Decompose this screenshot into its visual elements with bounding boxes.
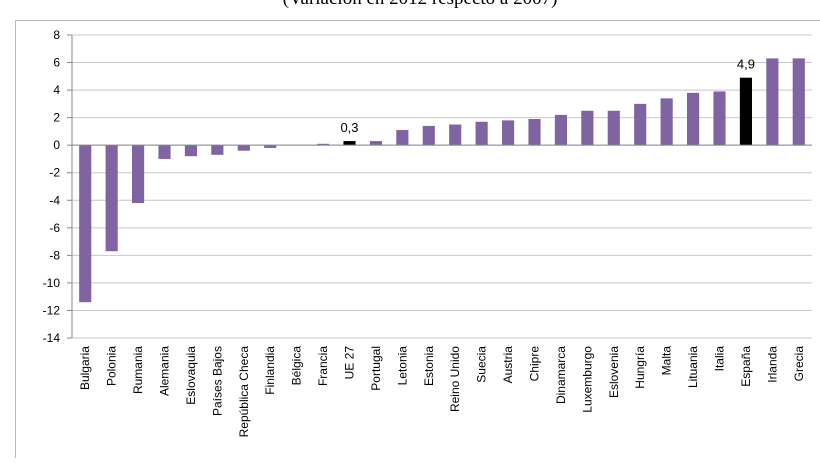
bar	[132, 145, 144, 203]
y-tick-label: -2	[49, 166, 60, 180]
value-label: 0,3	[340, 120, 358, 135]
y-tick-label: -12	[43, 303, 61, 317]
y-tick-label: -6	[49, 221, 60, 235]
bar	[370, 141, 382, 145]
x-tick-label: Letonia	[395, 346, 409, 386]
x-tick-label: Dinamarca	[554, 346, 568, 404]
y-tick-label: 8	[53, 28, 60, 42]
x-tick-label: Malta	[660, 346, 674, 376]
x-tick-label: Chipre	[528, 346, 542, 382]
y-tick-label: -4	[49, 193, 60, 207]
x-tick-label: Países Bajos	[210, 346, 224, 416]
x-tick-label: Reino Unido	[448, 346, 462, 412]
x-tick-label: Bulgaria	[78, 346, 92, 390]
bar	[396, 130, 408, 145]
bar	[661, 98, 673, 145]
value-label: 4,9	[737, 57, 755, 72]
bar	[528, 119, 540, 145]
x-tick-label: Eslovaquia	[184, 346, 198, 405]
bar	[449, 125, 461, 146]
x-tick-label: República Checa	[237, 346, 251, 438]
x-tick-label: Estonia	[422, 346, 436, 386]
x-tick-label: Hungría	[633, 346, 647, 389]
y-tick-label: -10	[43, 276, 61, 290]
x-tick-label: Grecia	[792, 346, 806, 382]
x-tick-label: Polonia	[105, 346, 119, 386]
bar	[158, 145, 170, 159]
bar	[185, 145, 197, 156]
y-tick-label: 4	[53, 83, 60, 97]
bar	[106, 145, 118, 251]
bar	[211, 145, 223, 155]
bar	[502, 120, 514, 145]
y-tick-label: -14	[43, 331, 61, 345]
x-tick-label: UE 27	[343, 346, 357, 380]
bar	[423, 126, 435, 145]
y-tick-label: 2	[53, 111, 60, 125]
x-tick-label: Italia	[713, 346, 727, 372]
bar	[793, 58, 805, 145]
x-tick-label: Luxemburgo	[580, 346, 594, 413]
bar	[608, 111, 620, 145]
bar	[634, 104, 646, 145]
x-tick-label: Francia	[316, 346, 330, 386]
bar	[766, 58, 778, 145]
x-tick-label: Bélgica	[290, 346, 304, 386]
x-tick-label: Irlanda	[765, 346, 779, 383]
y-tick-label: 6	[53, 56, 60, 70]
x-tick-label: Finlandia	[263, 346, 277, 395]
y-tick-label: 0	[53, 138, 60, 152]
x-tick-label: Suecia	[475, 346, 489, 383]
x-tick-label: Austria	[501, 346, 515, 384]
bar	[740, 78, 752, 145]
bar	[79, 145, 91, 302]
chart-subtitle: (Variación en 2012 respecto a 2007)	[283, 0, 558, 9]
y-tick-label: -8	[49, 248, 60, 262]
bar	[476, 122, 488, 145]
bar	[713, 91, 725, 145]
x-tick-label: Alemania	[158, 346, 172, 396]
x-tick-label: Rumania	[131, 346, 145, 394]
bar	[555, 115, 567, 145]
x-tick-label: Lituania	[686, 346, 700, 388]
x-tick-label: España	[739, 346, 753, 387]
bar	[343, 141, 355, 145]
x-tick-label: Portugal	[369, 346, 383, 391]
bar	[238, 145, 250, 151]
bar	[581, 111, 593, 145]
x-tick-label: Eslovenia	[607, 346, 621, 398]
bar	[687, 93, 699, 145]
